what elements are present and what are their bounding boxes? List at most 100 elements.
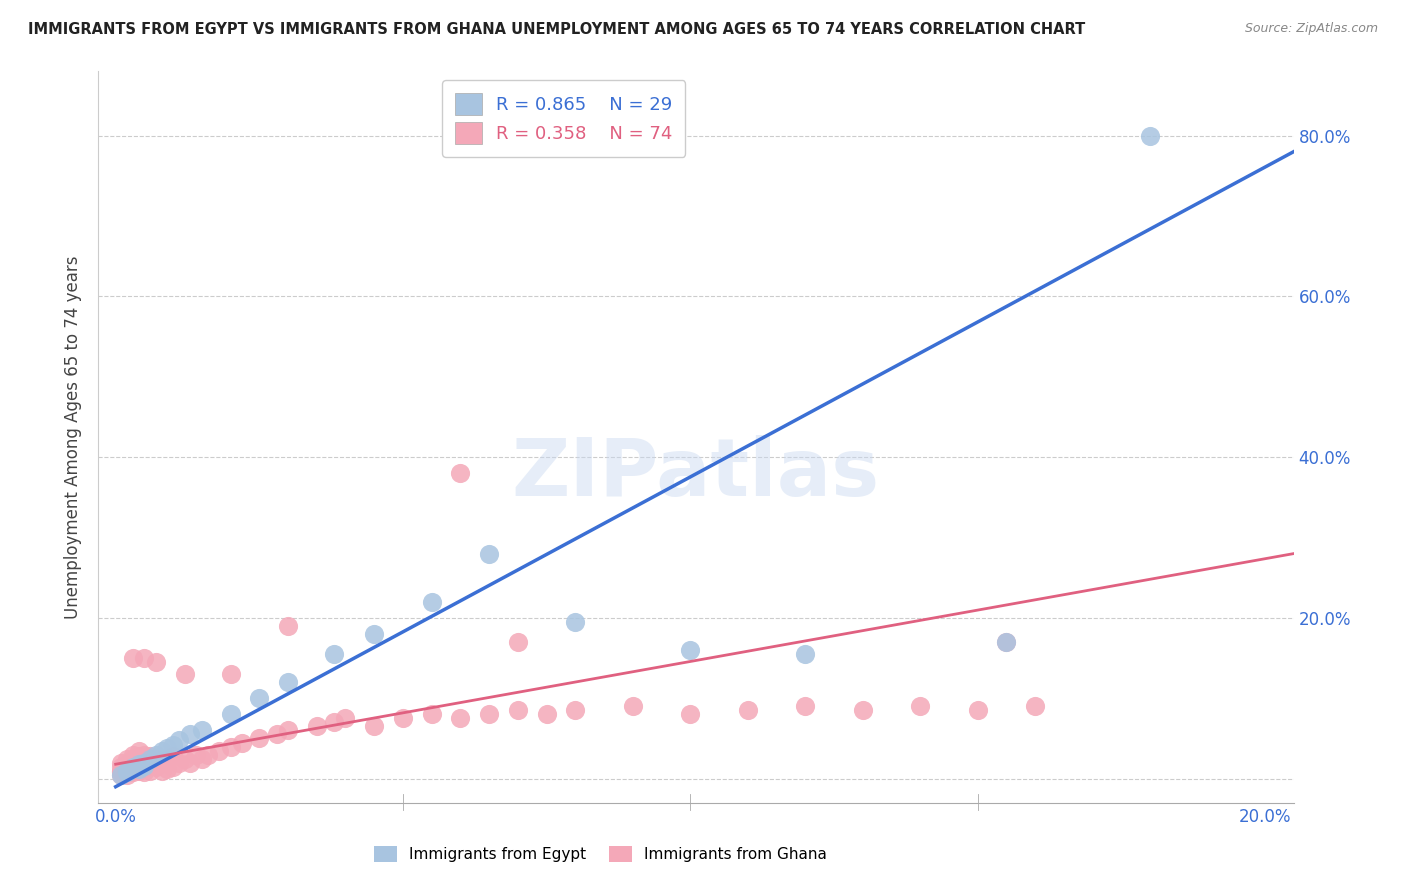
Point (208, 743, 231, 757)
Point (110, 767, 132, 781)
Point (219, 667, 242, 681)
Point (323, 647, 346, 661)
Point (564, 615, 586, 629)
Text: Source: ZipAtlas.com: Source: ZipAtlas.com (1244, 22, 1378, 36)
Point (115, 767, 138, 781)
Point (128, 762, 150, 776)
Point (167, 733, 190, 747)
Point (536, 707, 558, 722)
Point (162, 738, 184, 752)
Point (277, 675, 299, 690)
Point (156, 741, 179, 756)
Point (139, 751, 162, 765)
Point (145, 655, 167, 669)
Point (478, 547, 501, 561)
Point (1139, 128, 1161, 143)
Point (134, 651, 156, 665)
Point (128, 759, 150, 773)
Point (134, 759, 156, 773)
Point (323, 715, 346, 730)
Point (420, 595, 443, 609)
Text: ZIPatlas: ZIPatlas (512, 434, 880, 513)
Point (162, 759, 184, 773)
Point (277, 619, 299, 633)
Point (134, 754, 156, 768)
Point (449, 467, 471, 481)
Point (145, 759, 167, 773)
Point (363, 627, 385, 641)
Point (335, 711, 357, 725)
Point (139, 749, 162, 764)
Point (110, 764, 132, 778)
Point (197, 747, 219, 762)
Point (173, 667, 195, 681)
Point (110, 767, 132, 781)
Point (266, 727, 288, 741)
Point (449, 711, 471, 725)
Point (110, 759, 132, 773)
Point (231, 735, 253, 749)
Point (679, 643, 702, 657)
Legend: Immigrants from Egypt, Immigrants from Ghana: Immigrants from Egypt, Immigrants from G… (367, 840, 834, 868)
Point (122, 751, 145, 765)
Point (128, 743, 150, 757)
Point (363, 719, 385, 733)
Point (794, 699, 817, 714)
Point (145, 751, 167, 765)
Point (506, 635, 529, 649)
Y-axis label: Unemployment Among Ages 65 to 74 years: Unemployment Among Ages 65 to 74 years (65, 255, 83, 619)
Point (122, 759, 145, 773)
Point (156, 751, 179, 765)
Point (122, 759, 145, 773)
Point (139, 757, 162, 772)
Point (167, 756, 190, 770)
Point (179, 756, 201, 770)
Point (392, 711, 415, 725)
Point (128, 764, 150, 778)
Point (128, 749, 150, 764)
Point (110, 765, 132, 780)
Point (134, 759, 156, 773)
Point (162, 749, 184, 764)
Point (1024, 699, 1046, 714)
Point (679, 707, 702, 722)
Point (219, 739, 242, 754)
Point (128, 757, 150, 772)
Point (247, 691, 270, 706)
Point (420, 707, 443, 722)
Point (122, 747, 145, 762)
Point (115, 751, 138, 765)
Point (737, 703, 759, 717)
Point (277, 723, 299, 738)
Point (115, 757, 138, 772)
Point (122, 765, 145, 780)
Point (122, 761, 145, 775)
Point (908, 699, 931, 714)
Point (115, 764, 138, 778)
Point (995, 635, 1018, 649)
Point (173, 751, 195, 765)
Point (852, 703, 875, 717)
Point (191, 751, 214, 765)
Point (184, 747, 207, 762)
Point (478, 707, 501, 722)
Point (150, 743, 173, 757)
Point (191, 723, 214, 738)
Point (122, 651, 145, 665)
Point (139, 764, 162, 778)
Point (179, 727, 201, 741)
Point (219, 707, 242, 722)
Point (115, 764, 138, 778)
Point (506, 703, 529, 717)
Point (128, 756, 150, 770)
Point (134, 756, 156, 770)
Point (621, 699, 644, 714)
Point (995, 635, 1018, 649)
Point (156, 762, 179, 776)
Point (564, 703, 586, 717)
Point (247, 731, 270, 746)
Point (794, 647, 817, 661)
Point (305, 719, 328, 733)
Point (150, 764, 173, 778)
Text: IMMIGRANTS FROM EGYPT VS IMMIGRANTS FROM GHANA UNEMPLOYMENT AMONG AGES 65 TO 74 : IMMIGRANTS FROM EGYPT VS IMMIGRANTS FROM… (28, 22, 1085, 37)
